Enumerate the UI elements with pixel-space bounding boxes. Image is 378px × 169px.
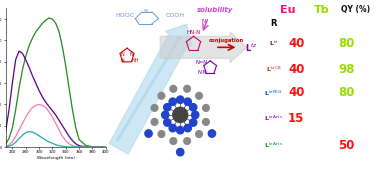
Circle shape xyxy=(173,107,188,123)
Text: N=N: N=N xyxy=(196,60,208,65)
Text: L$^{tz}$: L$^{tz}$ xyxy=(245,41,258,54)
Text: 50: 50 xyxy=(338,139,355,152)
Circle shape xyxy=(177,96,184,103)
Text: L$^{\rm tzAnis}$: L$^{\rm tzAnis}$ xyxy=(264,114,283,123)
Circle shape xyxy=(170,138,177,144)
Text: 40: 40 xyxy=(288,38,305,50)
Text: N: N xyxy=(120,58,124,63)
Circle shape xyxy=(169,98,177,105)
Circle shape xyxy=(196,131,202,137)
Circle shape xyxy=(164,119,171,126)
Text: HN-N: HN-N xyxy=(186,30,201,35)
Text: solubility: solubility xyxy=(197,7,233,13)
Text: L$^{\rm tz}$: L$^{\rm tz}$ xyxy=(269,40,279,48)
Circle shape xyxy=(184,124,191,132)
Text: 40: 40 xyxy=(288,63,305,76)
Circle shape xyxy=(151,118,158,125)
Text: L$^{\rm tzAnis}$: L$^{\rm tzAnis}$ xyxy=(264,141,283,150)
Circle shape xyxy=(208,130,215,137)
Circle shape xyxy=(196,92,202,99)
Circle shape xyxy=(189,119,197,126)
Text: QY (%): QY (%) xyxy=(341,5,370,14)
Circle shape xyxy=(164,104,171,111)
Circle shape xyxy=(184,98,191,105)
Text: N: N xyxy=(143,9,148,14)
Text: 98: 98 xyxy=(338,63,355,76)
Circle shape xyxy=(189,104,197,111)
Text: COOH: COOH xyxy=(165,13,184,18)
Text: Tb: Tb xyxy=(313,5,329,15)
Circle shape xyxy=(170,85,177,92)
Text: N-N: N-N xyxy=(197,70,207,75)
Text: HOOC: HOOC xyxy=(115,13,135,18)
Circle shape xyxy=(162,111,169,119)
Text: conjugation: conjugation xyxy=(209,38,244,43)
Circle shape xyxy=(177,126,184,134)
Circle shape xyxy=(192,111,199,119)
X-axis label: Wavelength (nm): Wavelength (nm) xyxy=(37,156,75,160)
Circle shape xyxy=(203,105,209,111)
Circle shape xyxy=(158,92,165,99)
FancyArrow shape xyxy=(160,32,247,63)
Text: 80: 80 xyxy=(338,87,355,99)
Circle shape xyxy=(203,118,209,125)
Text: N: N xyxy=(201,19,206,25)
Text: L$^{\rm tzC8}$: L$^{\rm tzC8}$ xyxy=(266,65,282,74)
Circle shape xyxy=(184,138,191,144)
FancyArrow shape xyxy=(109,24,192,154)
Text: Eu: Eu xyxy=(279,5,295,15)
Text: R: R xyxy=(270,19,277,28)
Circle shape xyxy=(184,85,191,92)
Text: N: N xyxy=(121,52,125,57)
Circle shape xyxy=(151,105,158,111)
Text: L$^{\rm tzPEG}$: L$^{\rm tzPEG}$ xyxy=(265,88,283,98)
Text: 40: 40 xyxy=(288,87,305,99)
Circle shape xyxy=(158,131,165,137)
Text: 80: 80 xyxy=(338,38,355,50)
Text: N: N xyxy=(129,52,133,57)
Circle shape xyxy=(177,148,184,156)
Text: NH: NH xyxy=(132,58,139,63)
Circle shape xyxy=(145,130,152,137)
Circle shape xyxy=(169,124,177,132)
Text: 15: 15 xyxy=(288,112,305,125)
